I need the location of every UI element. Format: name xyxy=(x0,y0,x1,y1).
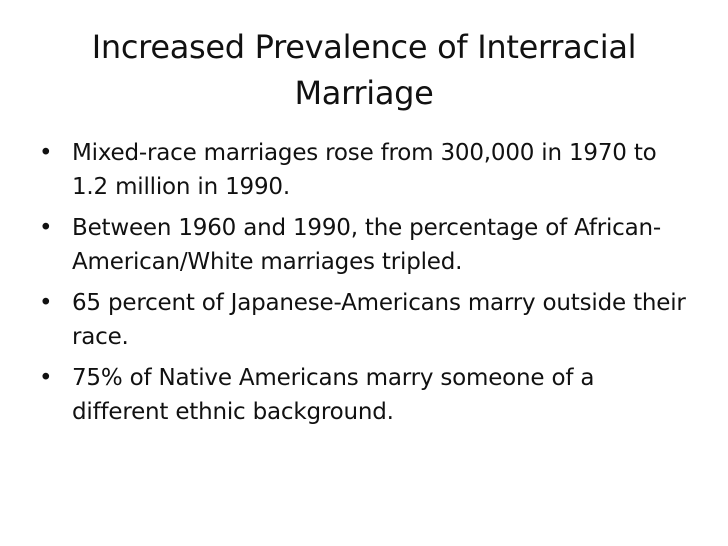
bullet-text: Mixed-race marriages rose from 300,000 i… xyxy=(72,140,657,200)
bullet-icon: • xyxy=(39,365,53,391)
bullet-item: • 65 percent of Japanese-Americans marry… xyxy=(36,286,696,354)
bullet-item: • Mixed-race marriages rose from 300,000… xyxy=(36,136,696,204)
bullet-item: • 75% of Native Americans marry someone … xyxy=(36,361,696,429)
bullet-icon: • xyxy=(39,140,53,166)
bullet-text: 65 percent of Japanese-Americans marry o… xyxy=(72,290,686,350)
bullet-list: • Mixed-race marriages rose from 300,000… xyxy=(36,136,696,436)
bullet-text: 75% of Native Americans marry someone of… xyxy=(72,365,595,425)
bullet-icon: • xyxy=(39,215,53,241)
bullet-item: • Between 1960 and 1990, the percentage … xyxy=(36,211,696,279)
bullet-text: Between 1960 and 1990, the percentage of… xyxy=(72,215,661,275)
slide-title: Increased Prevalence of Interracial Marr… xyxy=(91,28,637,112)
bullet-icon: • xyxy=(39,290,53,316)
